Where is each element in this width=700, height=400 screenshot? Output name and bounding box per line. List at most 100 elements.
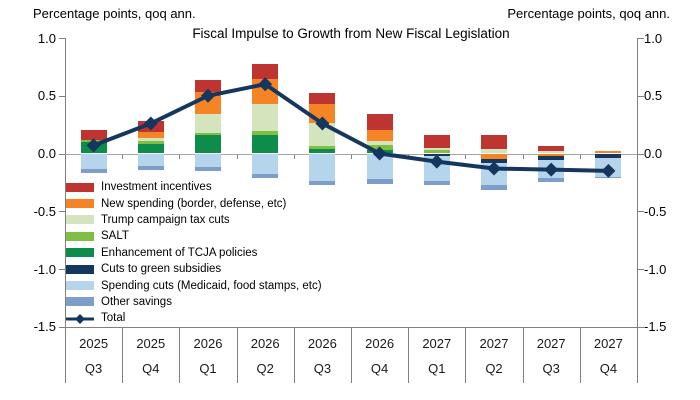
right-axis-caption: Percentage points, qoq ann. [507, 6, 670, 21]
bar-segment-tcja [252, 135, 279, 154]
x-tick [351, 154, 352, 159]
y-axis-label-left: -1.0 [33, 261, 56, 277]
bar-segment-spending_cuts [137, 153, 164, 167]
legend-swatch-green_subsidies [66, 264, 94, 274]
x-tick [179, 154, 181, 159]
y-axis-label-left: -1.5 [33, 319, 56, 335]
y-axis-label-right: 0.5 [644, 88, 663, 104]
y-tick-left [59, 269, 65, 270]
legend-item-total: Total [66, 310, 322, 326]
legend-swatch-other_savings [66, 297, 94, 307]
x-axis-year-label: 2027 [479, 336, 509, 351]
bar-segment-spending_cuts [481, 163, 507, 186]
bar-segment-investment [366, 113, 393, 131]
bar-segment-salt [252, 130, 279, 135]
bar-segment-tcja [195, 135, 221, 154]
bar-segment-other_savings [195, 167, 221, 171]
bar-segment-investment [423, 135, 450, 148]
legend-label: New spending (border, defense, etc) [101, 197, 287, 210]
bar-segment-trump_tax_cuts [423, 147, 450, 151]
x-label-separator [637, 327, 638, 383]
bar-segment-new_spending [195, 91, 221, 114]
legend-swatch-tcja [66, 248, 94, 258]
bar-segment-trump_tax_cuts [137, 138, 164, 141]
y-axis-left [65, 38, 66, 327]
y-tick-right [638, 153, 644, 155]
x-axis-quarter-label: Q4 [370, 361, 389, 376]
legend-swatch-investment [66, 182, 94, 192]
y-tick-right [638, 326, 644, 328]
total-line-sample [66, 314, 94, 325]
legend-swatch-spending_cuts [66, 281, 94, 291]
legend-label: Cuts to green subsidies [101, 263, 222, 276]
y-tick-left [59, 326, 65, 328]
x-label-separator [65, 327, 66, 383]
chart-title: Fiscal Impulse to Growth from New Fiscal… [192, 26, 510, 41]
legend-item-investment: Investment incentives [66, 179, 322, 195]
y-axis-label-left: 0.5 [37, 88, 56, 104]
x-axis-quarter-label: Q1 [428, 361, 446, 376]
legend-item-tcja: Enhancement of TCJA policies [66, 245, 322, 261]
bar-segment-new_spending [137, 131, 164, 139]
x-axis-quarter-label: Q4 [142, 361, 160, 376]
bar-segment-investment [195, 80, 221, 92]
x-label-separator [236, 327, 238, 383]
legend-swatch-salt [66, 231, 94, 241]
x-label-separator [465, 327, 467, 383]
legend-label: Spending cuts (Medicaid, food stamps, et… [101, 279, 322, 292]
bar-segment-trump_tax_cuts [309, 122, 336, 146]
legend-item-green_subsidies: Cuts to green subsidies [66, 261, 322, 277]
x-axis-quarter-label: Q2 [256, 361, 274, 376]
x-label-separator [579, 327, 581, 383]
bar-segment-spending_cuts [80, 153, 107, 169]
x-axis-year-label: 2025 [136, 336, 166, 351]
bar-segment-other_savings [366, 179, 393, 184]
y-tick-left [59, 211, 65, 213]
left-axis-caption: Percentage points, qoq ann. [33, 6, 196, 21]
y-axis-label-right: -0.5 [644, 203, 667, 219]
legend-label: Other savings [101, 295, 172, 308]
legend-label: Total [101, 312, 126, 325]
bar-segment-new_spending [366, 130, 393, 141]
x-axis-year-label: 2027 [422, 336, 452, 351]
x-label-separator [179, 327, 181, 383]
y-tick-right [638, 211, 644, 213]
chart-legend: Investment incentives New spending (borde… [66, 179, 322, 327]
legend-item-other_savings: Other savings [66, 294, 322, 310]
y-axis-label-right: -1.5 [644, 319, 667, 335]
bar-segment-spending_cuts [366, 153, 393, 180]
bar-segment-investment [538, 145, 565, 152]
x-tick [293, 154, 295, 159]
bar-segment-trump_tax_cuts [195, 113, 221, 133]
bar-segment-new_spending [252, 79, 279, 105]
x-tick [579, 154, 581, 159]
y-tick-left [59, 153, 65, 155]
bar-segment-salt [80, 139, 107, 142]
legend-swatch-new_spending [66, 199, 94, 209]
bar-segment-investment [80, 130, 107, 140]
bar-segment-other_savings [252, 174, 279, 178]
x-axis-year-label: 2026 [250, 336, 280, 351]
bar-segment-salt [137, 140, 164, 145]
y-tick-right [638, 95, 644, 97]
bar-segment-investment [252, 63, 279, 79]
x-axis-year-label: 2026 [193, 336, 223, 351]
x-label-separator [522, 327, 524, 383]
bar-segment-salt [366, 145, 393, 151]
bar-segment-spending_cuts [195, 153, 221, 168]
x-axis-quarter-label: Q2 [485, 361, 503, 376]
bar-segment-spending_cuts [538, 159, 565, 179]
bar-segment-spending_cuts [423, 155, 450, 181]
bar-segment-other_savings [481, 185, 507, 190]
y-tick-right [638, 38, 644, 39]
legend-label: SALT [101, 230, 129, 243]
x-axis-year-label: 2026 [365, 336, 395, 351]
y-tick-right [638, 269, 644, 270]
x-label-separator [408, 327, 410, 383]
bar-segment-salt [195, 132, 221, 135]
bar-segment-investment [481, 135, 507, 149]
y-axis-label-right: 1.0 [644, 30, 663, 46]
bar-segment-other_savings [538, 178, 565, 182]
bar-segment-other_savings [595, 176, 622, 179]
